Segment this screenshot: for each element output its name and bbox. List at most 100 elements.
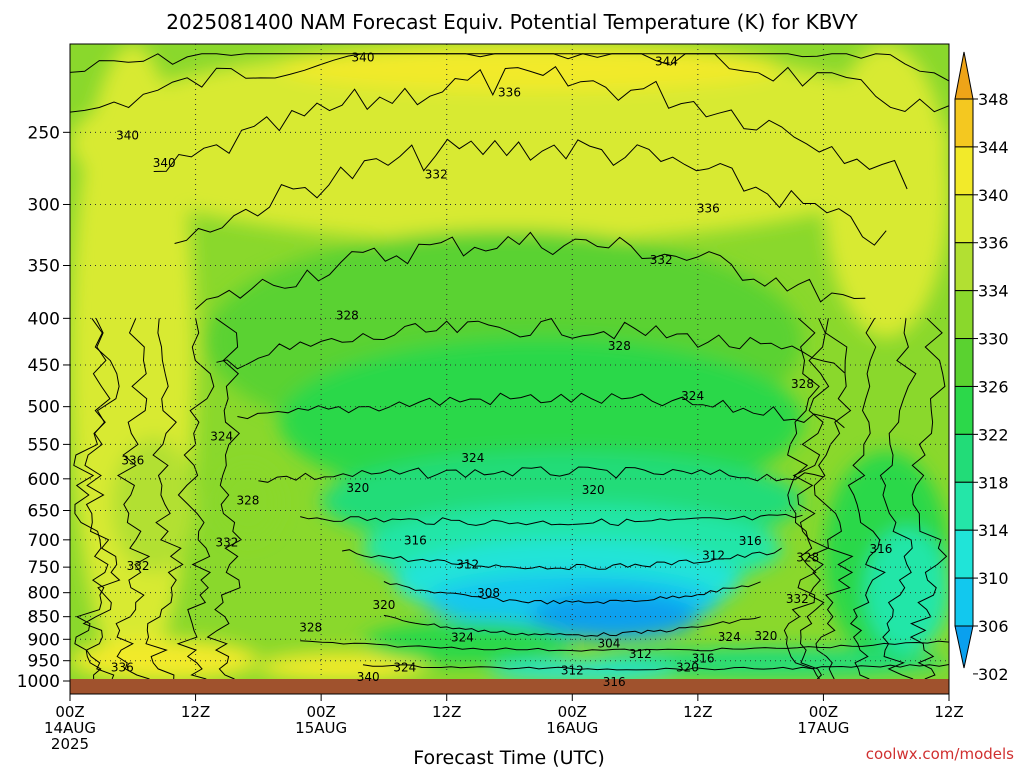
contour-line-7 [258,466,824,483]
contour-line-5 [216,318,845,374]
contour-label: 336 [697,201,720,215]
contour-line-9 [342,547,782,571]
y-tick-label: 900 [28,630,60,650]
colorbar-swatch [954,385,974,435]
contour-label: 312 [456,557,479,571]
contour-label: 312 [629,647,652,661]
contour-label: 324 [393,660,416,674]
field-region-15 [363,621,573,665]
contour-line-1 [70,53,949,113]
contour-label: 324 [681,389,704,403]
contour-label: 332 [786,592,809,606]
colorbar-label: 334 [978,282,1009,301]
y-tick-label: 300 [28,195,60,215]
y-tick-label: 750 [28,558,60,578]
x-tick-label: 12Z [181,703,210,721]
contour-label: 328 [336,308,359,322]
contour-line-2 [153,65,908,190]
contour-label: 312 [702,548,725,562]
field-region-12 [865,528,949,653]
contour-label: 316 [692,652,715,666]
contour-label: 316 [404,533,427,547]
field-region-18 [111,437,196,573]
colorbar-label: 318 [978,473,1009,492]
x-tick-label: 12Z [432,703,461,721]
y-tick-label: 950 [28,652,60,672]
colorbar-swatch [954,529,974,579]
y-tick-label: 350 [28,256,60,276]
colorbar-label: 326 [978,377,1009,396]
contour-label: 316 [870,542,893,556]
field-region-13 [70,639,259,681]
colorbar-label: 310 [978,569,1009,588]
contour-label: 324 [461,451,484,465]
contour-label: 332 [650,253,673,267]
contour-label: 336 [498,85,521,99]
field-region-19 [216,465,280,540]
contour-label: 340 [116,128,139,142]
y-tick-label: 700 [28,531,60,551]
x-tick-label: 15AUG [295,719,347,737]
contour-line-8 [300,513,803,527]
x-tick-label: 00Z [809,703,838,721]
y-tick-label: 600 [28,470,60,490]
colorbar-swatch [954,481,974,531]
contour-label: 328 [608,339,631,353]
contour-label: 332 [216,536,239,550]
y-tick-label: 650 [28,502,60,522]
plot-frame [69,43,950,695]
colorbar-label: 302 [978,665,1009,684]
colorbar-swatch [954,194,974,244]
colorbar-label: 330 [978,330,1009,349]
contour-label: 336 [121,454,144,468]
y-tick-label: 400 [28,309,60,329]
contour-line-6 [237,392,845,429]
field-region-3 [823,44,949,338]
colorbar-swatch [954,98,974,148]
chart-title: 2025081400 NAM Forecast Equiv. Potential… [166,10,858,34]
contour-line-v2-0 [783,317,820,680]
contour-line-3 [174,138,887,246]
contour-label: 320 [346,481,369,495]
colorbar-label: 336 [978,234,1009,253]
contour-label: 336 [111,660,134,674]
x-tick-label: 00Z [558,703,587,721]
colorbar-swatch [954,433,974,483]
colorbar-label: 344 [978,138,1009,157]
contour-label: 316 [603,675,626,689]
colorbar-label: 322 [978,425,1009,444]
field-region-0 [70,44,949,243]
field-region-2 [279,44,782,91]
theta-e-field [70,44,949,681]
field-region-17 [488,660,677,681]
colorbar-swatch [954,577,974,627]
contour-label: 320 [676,660,699,674]
x-tick-label: 12Z [934,703,963,721]
y-axis-ticks: 2503003504004505005506006507007508008509… [17,123,70,692]
plot-area [70,44,949,694]
contour-line-13 [362,664,949,671]
contour-label: 328 [236,494,259,508]
contour-label: 320 [754,629,777,643]
x-tick-label: 2025 [51,735,89,753]
contour-label: 332 [425,167,448,181]
colorbar-extend-max [954,51,974,100]
y-tick-label: 1000 [17,672,60,692]
field-region-14 [258,652,426,681]
y-tick-label: 850 [28,608,60,628]
contour-label: 328 [796,551,819,565]
contour-line-v2-2 [813,318,854,680]
contour-labels: 340 3443363403403323363323283283283243243… [111,51,893,690]
contour-label: 324 [210,429,233,443]
y-tick-label: 500 [28,398,60,418]
colorbar-label: 340 [978,186,1009,205]
colorbar-swatch [954,146,974,196]
x-tick-label: 16AUG [546,719,598,737]
colorbar-extend-min [954,625,974,669]
contour-label: 312 [561,664,584,678]
contour-label: 316 [739,534,762,548]
contour-label: 324 [718,630,741,644]
y-tick-label: 550 [28,435,60,455]
